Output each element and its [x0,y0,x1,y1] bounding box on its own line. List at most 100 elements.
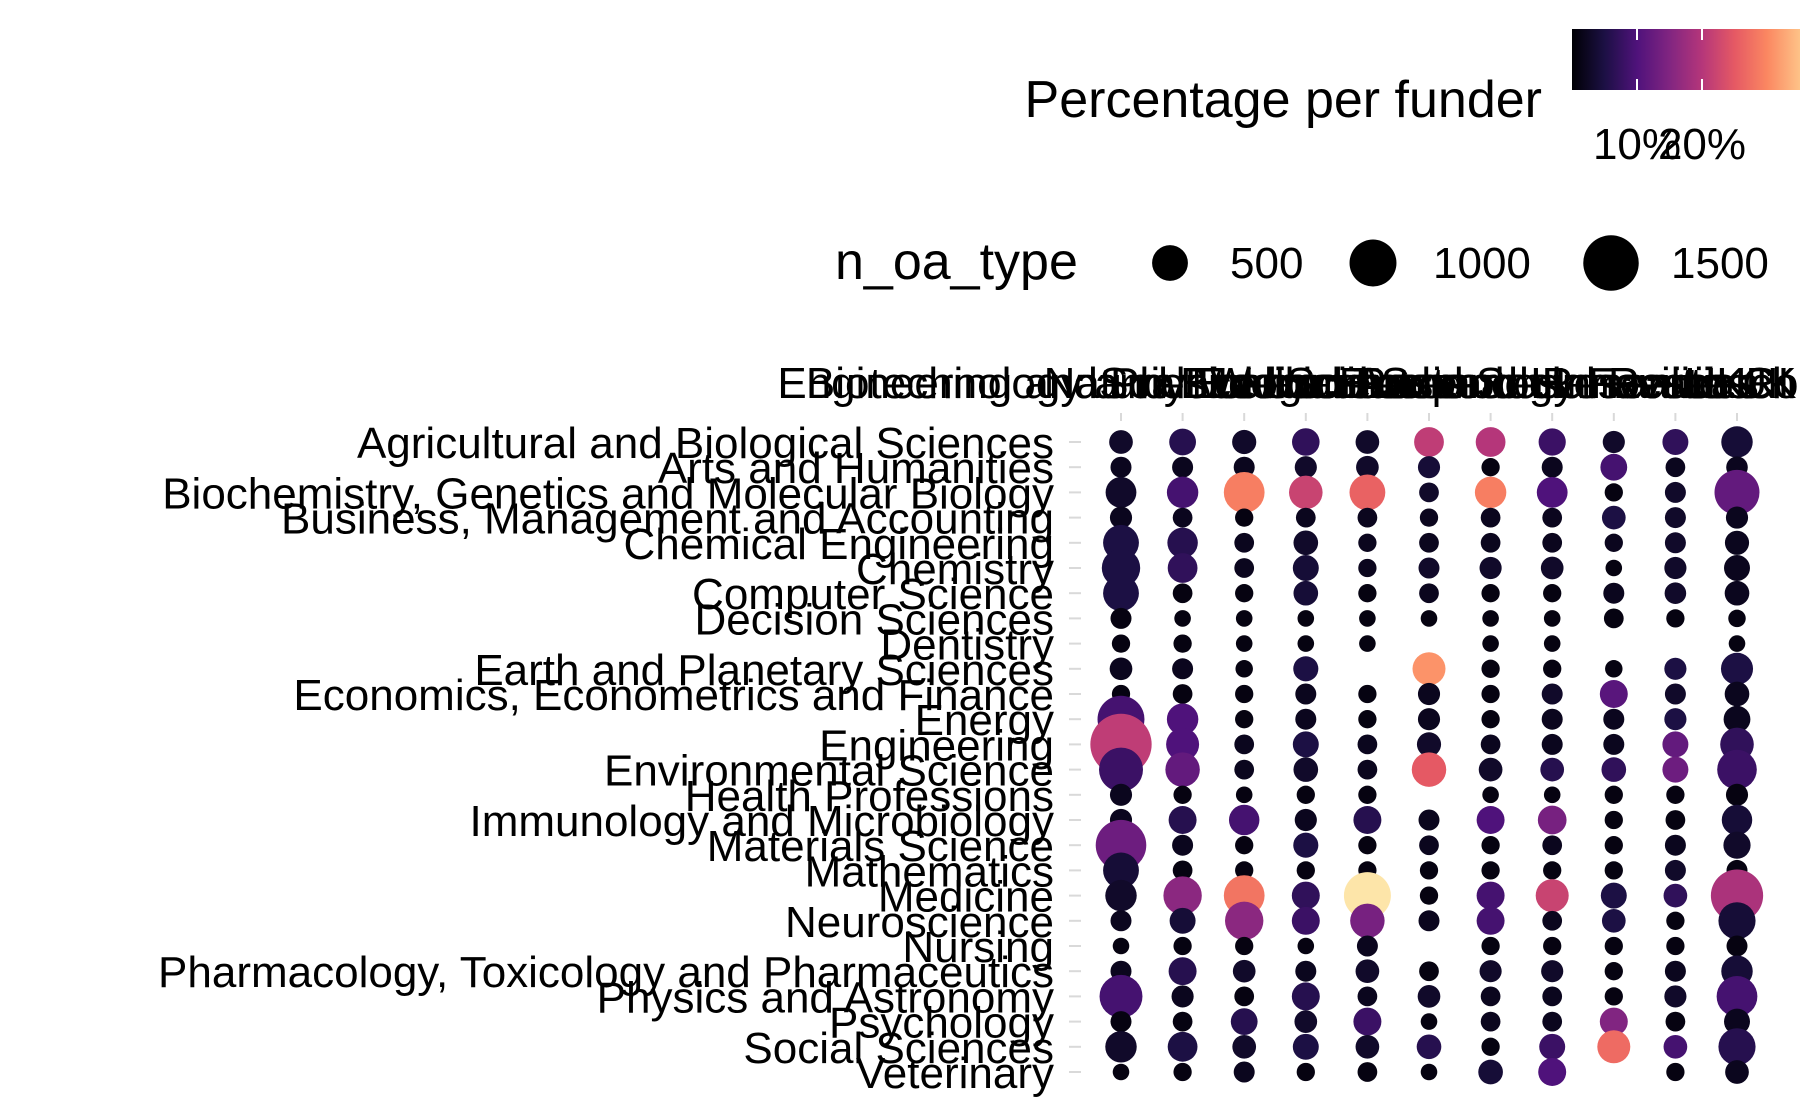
data-point [1359,635,1376,652]
data-point [1538,428,1566,456]
data-point [1538,1058,1567,1086]
data-point [1419,482,1439,503]
data-point [1233,456,1255,478]
data-point [1173,785,1192,804]
data-point [1110,607,1132,629]
data-point [1358,836,1377,855]
y-tick-label: Physics and Astronomy [597,973,1054,1022]
x-tick-label: Natural Environment [1044,359,1445,408]
color-legend-tick-label: 10% [1593,120,1681,169]
data-point [1481,836,1500,855]
data-point [1233,1061,1255,1083]
data-point [1418,557,1440,579]
data-point [1666,609,1685,628]
size-legend: n_oa_type 500 1000 1500 [835,233,1769,291]
data-point [1535,879,1569,913]
data-point [1235,710,1254,729]
color-legend-title: Percentage per funder [1025,71,1542,129]
data-point [1664,960,1686,982]
data-point [1294,808,1317,832]
data-point [1343,872,1391,920]
data-point [1235,584,1254,603]
data-point [1541,708,1563,730]
data-point [1664,683,1686,705]
data-point [1481,584,1500,603]
data-point [1297,937,1315,955]
data-point [1173,1062,1192,1082]
data-point [1109,506,1133,529]
data-point [1481,936,1500,956]
size-legend-label: 500 [1230,239,1303,288]
data-point [1223,472,1265,513]
data-point [1665,1011,1686,1032]
data-point [1718,902,1756,940]
data-point [1172,834,1194,856]
data-point [1603,733,1625,755]
data-point [1293,656,1319,682]
x-tick-label: Wellcome [1210,359,1402,408]
y-tick-label: Medicine [878,873,1054,922]
color-legend-bar [1572,29,1800,90]
data-point [1234,734,1255,755]
data-point [1723,831,1751,859]
x-tick-label: Economic and Social Research [1185,359,1796,408]
data-point [1169,907,1196,934]
data-point [1296,785,1315,804]
y-tick-label: Agricultural and Biological Sciences [357,419,1054,468]
size-legend-keys: 500 1000 1500 [1152,235,1769,291]
data-point [1543,936,1562,956]
y-tick-label: Earth and Planetary Sciences [474,646,1054,695]
data-point [1536,477,1568,508]
data-point [1232,1034,1257,1059]
data-point [1235,635,1253,652]
data-point [1662,731,1689,758]
data-point [1476,806,1505,834]
data-point [1355,959,1380,984]
data-point [1543,584,1562,603]
data-point [1172,658,1194,680]
data-point [1235,508,1254,527]
data-point [1604,836,1623,855]
data-point [1168,806,1197,834]
data-point [1475,427,1506,457]
data-point [1600,453,1628,481]
data-point [1289,475,1323,510]
data-point [1358,684,1377,704]
data-point [1543,861,1562,880]
data-point [1725,506,1749,529]
size-legend-label: 1000 [1433,239,1531,288]
data-point [1235,861,1254,880]
data-point [1235,786,1253,804]
data-point [1542,835,1563,856]
data-point [1416,732,1442,757]
data-point [1293,757,1319,782]
data-point [1296,861,1315,880]
data-point [1479,960,1502,983]
data-point [1601,908,1626,933]
data-point [1605,660,1623,678]
data-point [1234,986,1255,1007]
data-point [1416,1034,1442,1060]
data-point [1292,1033,1319,1060]
data-point [1167,553,1198,583]
data-point [1664,985,1687,1008]
data-point [1542,1011,1563,1032]
color-legend-tick-label: 20% [1658,120,1746,169]
data-point [1109,657,1133,681]
data-point [1417,985,1441,1008]
data-point [1173,634,1192,653]
data-point [1166,476,1199,509]
data-point [1293,832,1319,858]
data-point [1230,1008,1258,1035]
data-point [1543,610,1561,627]
data-point [1604,936,1623,956]
data-point [1420,610,1438,627]
y-tick-label: Energy [915,696,1054,745]
data-point [1295,960,1317,982]
data-point [1349,474,1386,511]
data-point [1291,881,1320,910]
data-point [1353,1007,1382,1036]
data-point [1411,752,1447,787]
data-point [1664,507,1686,529]
